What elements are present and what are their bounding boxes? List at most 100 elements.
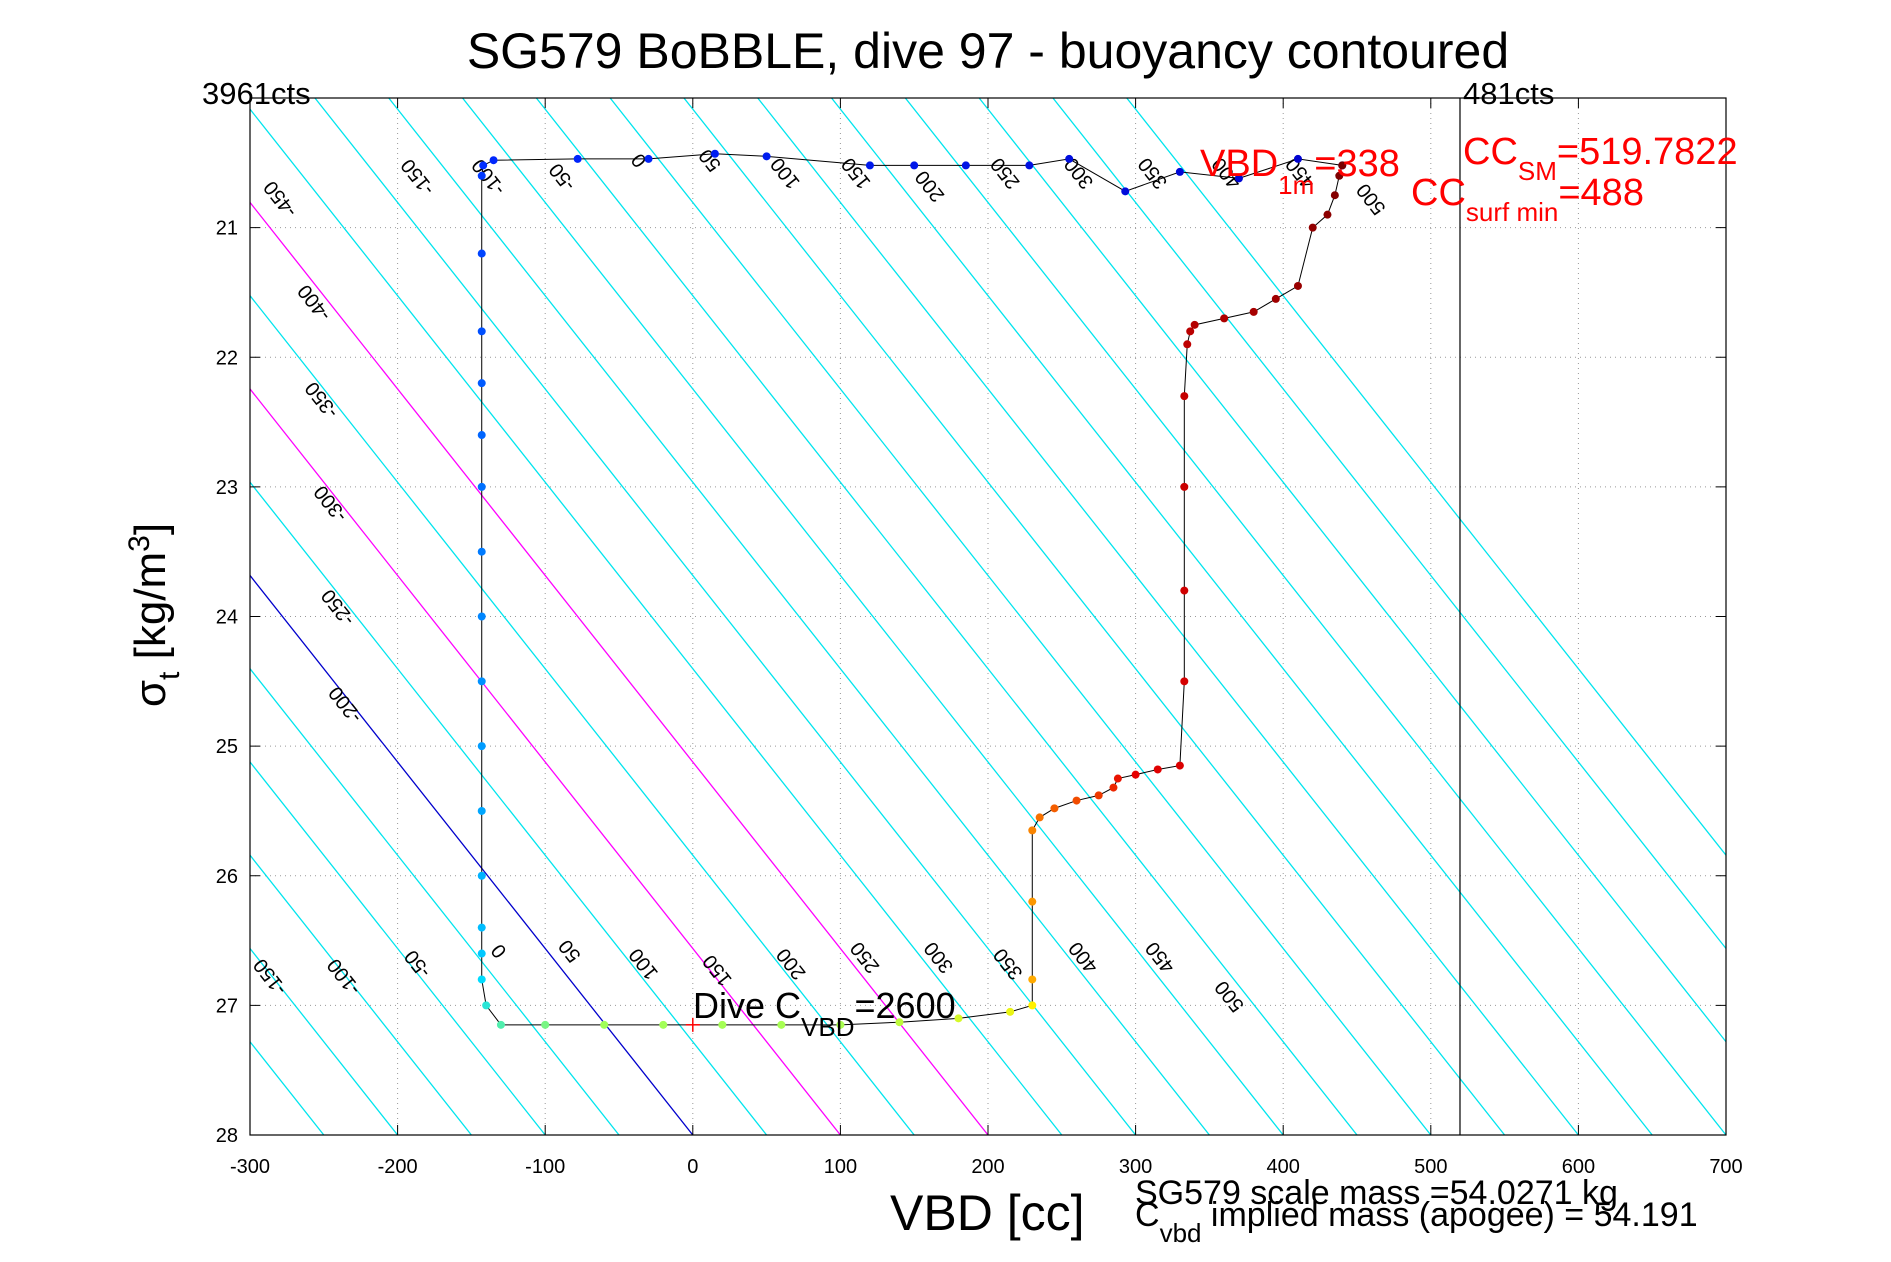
cc-surf-sub: surf min xyxy=(1466,197,1558,227)
trajectory-point xyxy=(541,1020,550,1029)
trajectory-point xyxy=(1180,586,1189,595)
contour-label: 250 xyxy=(986,153,1024,193)
trajectory-point xyxy=(1035,813,1044,822)
dive-cvbd-sub: VBD xyxy=(801,1012,854,1042)
right-count-label: 481cts xyxy=(1463,76,1554,111)
contour-label: 350 xyxy=(989,944,1027,984)
contour-line xyxy=(250,760,546,1135)
trajectory-point xyxy=(477,431,486,440)
y-axis-label-unit-close: ] xyxy=(126,523,175,535)
trajectory-point xyxy=(762,152,771,161)
trajectory-point xyxy=(1094,791,1103,800)
y-axis-label-unit: [kg/m xyxy=(126,552,175,672)
trajectory-point xyxy=(600,1020,609,1029)
cc-surf-value: =488 xyxy=(1558,172,1644,214)
y-axis-label-main: σ xyxy=(126,680,175,707)
trajectory-point xyxy=(1028,1001,1037,1010)
x-tick-label: 100 xyxy=(824,1156,857,1178)
contour-label: -350 xyxy=(301,377,343,422)
trajectory-point xyxy=(1175,167,1184,176)
contour-label: 450 xyxy=(1141,937,1179,977)
trajectory-point xyxy=(961,161,970,170)
trajectory-point xyxy=(1006,1007,1015,1016)
trajectory-point xyxy=(477,612,486,621)
trajectory-point xyxy=(954,1014,963,1023)
x-tick-label: 0 xyxy=(687,1156,698,1178)
trajectory-point xyxy=(1180,677,1189,686)
trajectory-point xyxy=(477,547,486,556)
trajectory-point xyxy=(477,975,486,984)
y-axis-label-unit-sup: 3 xyxy=(123,535,156,552)
contour-line xyxy=(250,387,841,1135)
x-tick-label: -200 xyxy=(378,1156,418,1178)
contour-label: 50 xyxy=(695,145,726,176)
contour-line xyxy=(978,98,1726,1043)
contour-label: 50 xyxy=(554,935,585,966)
trajectory-point xyxy=(1025,161,1034,170)
trajectory-point xyxy=(1028,826,1037,835)
contour-label: 500 xyxy=(1211,976,1249,1016)
contour-label: -200 xyxy=(325,682,367,727)
trajectory-point xyxy=(836,1020,845,1029)
x-tick-label: -300 xyxy=(230,1156,270,1178)
contour-label: 150 xyxy=(837,153,875,193)
implied-mass-text: Cvbd implied mass (apogee) = 54.191 xyxy=(1135,1196,1698,1248)
trajectory-point xyxy=(1190,320,1199,329)
contour-line xyxy=(1052,98,1726,950)
vbd-1m-main: VBD xyxy=(1200,143,1278,185)
contour-label: 350 xyxy=(1134,153,1172,193)
y-tick-label: 23 xyxy=(216,477,238,499)
chart-title: SG579 BoBBLE, dive 97 - buoyancy contour… xyxy=(467,23,1509,79)
dive-cvbd-value: =2600 xyxy=(855,985,956,1026)
trajectory-point xyxy=(1175,761,1184,770)
dive-cvbd-main: Dive C xyxy=(693,985,801,1026)
trajectory-point xyxy=(1153,765,1162,774)
contour-label: -150 xyxy=(397,154,439,199)
contour-label: 250 xyxy=(846,937,884,977)
trajectory-point xyxy=(477,806,486,815)
contour-line xyxy=(388,98,1210,1135)
trajectory-point xyxy=(895,1018,904,1027)
cc-sm-annotation: CCSM=519.7822 xyxy=(1463,131,1738,186)
trajectory-point xyxy=(1113,774,1122,783)
x-tick-label: 500 xyxy=(1414,1156,1447,1178)
x-tick-label: 400 xyxy=(1267,1156,1300,1178)
contour-label: -300 xyxy=(310,481,352,526)
trajectory-point xyxy=(477,249,486,258)
trajectory-point xyxy=(1028,897,1037,906)
contour-line xyxy=(535,98,1358,1135)
contour-line xyxy=(831,98,1653,1135)
contour-labels: -450-400-350-300-250-200-150 -100 -50 0 50 10… xyxy=(249,145,1390,1017)
trajectory-point xyxy=(477,871,486,880)
contour-line xyxy=(0,98,29,1135)
trajectory-point xyxy=(1330,191,1339,200)
contour-line xyxy=(250,481,768,1135)
cc-surf-main: CC xyxy=(1411,172,1466,214)
trajectory-point xyxy=(1234,174,1243,183)
contour-label: 100 xyxy=(625,944,663,984)
trajectory-point xyxy=(865,161,874,170)
y-tick-label: 21 xyxy=(216,218,238,240)
contour-line xyxy=(757,98,1579,1135)
contour-line xyxy=(609,98,1432,1135)
cc-surf-min-annotation: CCsurf min=488 xyxy=(1411,172,1644,227)
contour-label: -250 xyxy=(317,585,359,630)
y-tick-label: 28 xyxy=(216,1125,238,1147)
trajectory-point xyxy=(1308,223,1317,232)
trajectory-point xyxy=(710,149,719,158)
x-tick-label: 600 xyxy=(1562,1156,1595,1178)
implied-mass-value: implied mass (apogee) = 54.191 xyxy=(1201,1196,1697,1234)
contour-line xyxy=(250,947,399,1135)
grid-lines xyxy=(250,98,1726,1135)
contour-line xyxy=(250,1133,251,1135)
contour-line xyxy=(250,294,915,1135)
contour-label: 400 xyxy=(1065,937,1103,977)
contour-label: 300 xyxy=(920,937,958,977)
contour-line xyxy=(250,854,472,1135)
trajectory-point xyxy=(910,161,919,170)
trajectory-point xyxy=(1338,161,1347,170)
trajectory-point xyxy=(1072,796,1081,805)
contour-label: 500 xyxy=(1353,179,1391,219)
trajectory-point xyxy=(477,379,486,388)
